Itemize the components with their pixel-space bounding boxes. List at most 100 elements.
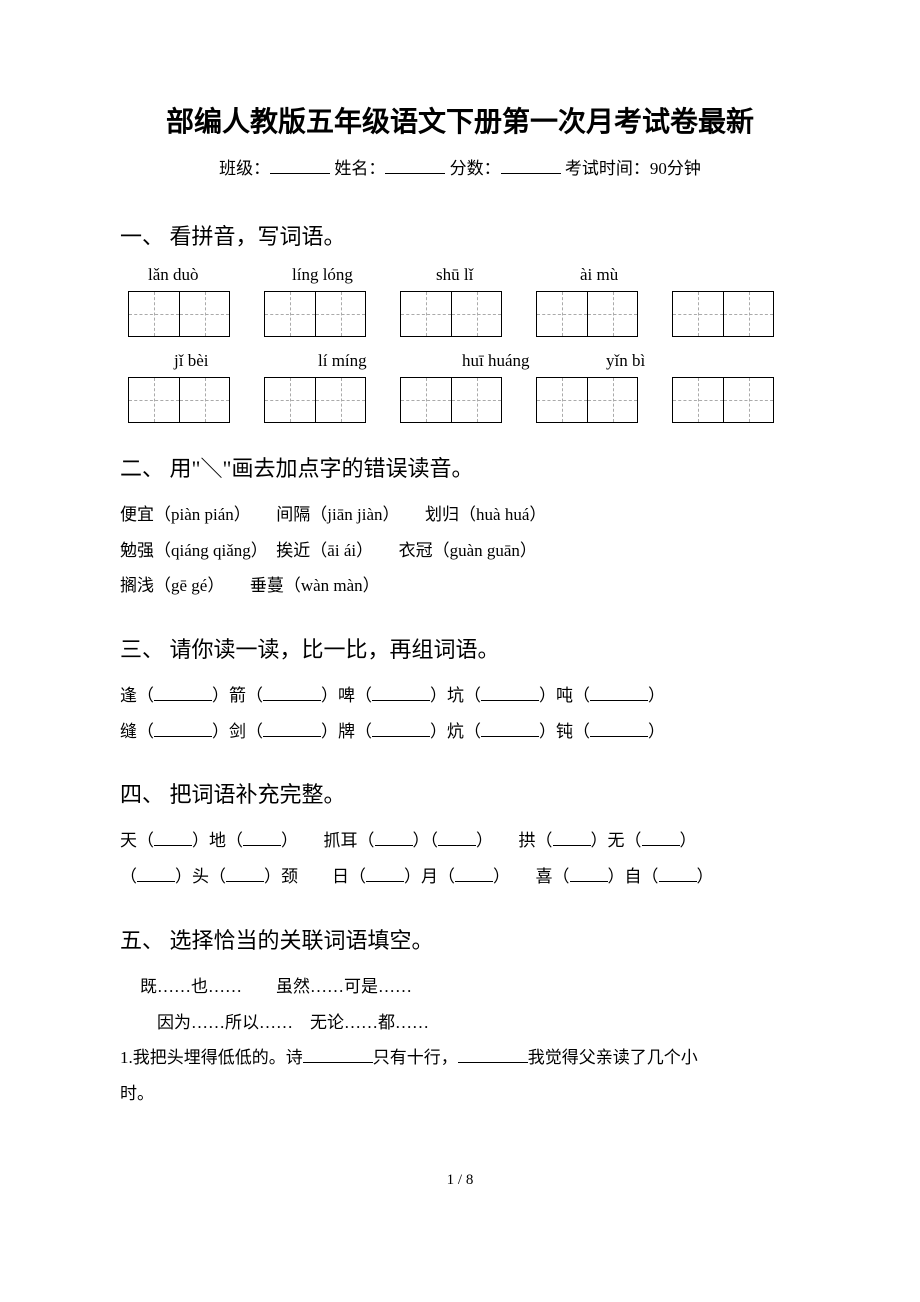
fill-blank <box>303 1046 373 1063</box>
boxes-row-1 <box>128 291 800 337</box>
s4-text: 抓耳（ <box>324 831 375 850</box>
s4-text: 喜（ <box>536 867 570 886</box>
word-box <box>672 291 774 337</box>
fill-blank <box>553 829 591 846</box>
class-label: 班级： <box>219 159 270 178</box>
s4-text: ） <box>680 831 697 850</box>
fill-blank <box>154 829 192 846</box>
section-5-options: 既……也…… 虽然……可是…… 因为……所以…… 无论……都…… <box>140 969 800 1040</box>
fill-blank <box>154 720 212 737</box>
word-box <box>264 377 366 423</box>
word-box <box>536 377 638 423</box>
word-box <box>672 377 774 423</box>
s5-opt: 无论……都…… <box>310 1013 429 1032</box>
s3-text: ）坑（ <box>430 686 481 705</box>
fill-blank <box>263 720 321 737</box>
score-blank <box>501 157 561 174</box>
page-title: 部编人教版五年级语文下册第一次月考试卷最新 <box>120 100 800 140</box>
s5-q1-text: 我觉得父亲读了几个小 <box>528 1048 698 1067</box>
boxes-row-2 <box>128 377 800 423</box>
fill-blank <box>154 684 212 701</box>
fill-blank <box>570 865 608 882</box>
s4-text: 日（ <box>332 867 366 886</box>
fill-blank <box>438 829 476 846</box>
pinyin: lǎn duò <box>148 265 258 285</box>
s2-item: 便宜（piàn pián） <box>120 505 242 524</box>
fill-blank <box>458 1046 528 1063</box>
word-box <box>400 291 502 337</box>
section-5-q1: 1.我把头埋得低低的。诗 只有十行， 我觉得父亲读了几个小 时。 <box>120 1040 800 1111</box>
section-2-body: 便宜（piàn pián） 间隔（jiān jiàn） 划归（huà huá） … <box>120 497 800 604</box>
s2-item: 搁浅（gē gé） <box>120 576 216 595</box>
fill-blank <box>642 829 680 846</box>
s5-q1-text: 1.我把头埋得低低的。诗 <box>120 1048 303 1067</box>
s5-q1-text: 只有十行， <box>373 1048 458 1067</box>
word-box <box>128 377 230 423</box>
fill-blank <box>137 865 175 882</box>
fill-blank <box>375 829 413 846</box>
s4-text: ）无（ <box>591 831 642 850</box>
word-box <box>128 291 230 337</box>
pinyin: lí míng <box>318 351 428 371</box>
s3-text: ）吨（ <box>539 686 590 705</box>
s5-opt: 虽然……可是…… <box>276 977 412 996</box>
pinyin: jǐ bèi <box>174 351 284 371</box>
fill-blank <box>659 865 697 882</box>
fill-blank <box>455 865 493 882</box>
s3-text: ） <box>648 686 665 705</box>
s4-text: 天（ <box>120 831 154 850</box>
s2-item: 勉强（qiáng qiǎng） <box>120 541 259 560</box>
fill-blank <box>481 684 539 701</box>
fill-blank <box>481 720 539 737</box>
page-number: 1 / 8 <box>120 1172 800 1189</box>
word-box <box>400 377 502 423</box>
s5-opt: 因为……所以…… <box>157 1013 293 1032</box>
section-4-body: 天（）地（） 抓耳（）（） 拱（）无（） （）头（）颈 日（）月（） 喜（）自（… <box>120 823 800 894</box>
fill-blank <box>243 829 281 846</box>
pinyin: shū lǐ <box>436 265 546 285</box>
s5-q1-text: 时。 <box>120 1084 154 1103</box>
fill-blank <box>590 720 648 737</box>
header-info: 班级： 姓名： 分数： 考试时间：90分钟 <box>120 154 800 179</box>
s3-text: ） <box>648 722 665 741</box>
s3-text: ）剑（ <box>212 722 263 741</box>
section-3-body: 逢（）箭（）啤（）坑（）吨（） 缝（）剑（）牌（）炕（）钝（） <box>120 678 800 749</box>
s4-text: 拱（ <box>519 831 553 850</box>
word-box <box>264 291 366 337</box>
section-2-title: 二、 用"＼"画去加点字的错误读音。 <box>120 451 800 483</box>
section-5-title: 五、 选择恰当的关联词语填空。 <box>120 923 800 955</box>
pinyin: yǐn bì <box>606 351 716 371</box>
pinyin: líng lóng <box>292 265 402 285</box>
s5-opt: 既……也…… <box>140 977 242 996</box>
class-blank <box>270 157 330 174</box>
score-label: 分数： <box>450 159 501 178</box>
s4-text: ）月（ <box>404 867 455 886</box>
s2-item: 衣冠（guàn guān） <box>399 541 537 560</box>
section-3-title: 三、 请你读一读，比一比，再组词语。 <box>120 632 800 664</box>
fill-blank <box>263 684 321 701</box>
section-4-title: 四、 把词语补充完整。 <box>120 777 800 809</box>
s4-text: ）（ <box>413 831 439 850</box>
s2-item: 垂蔓（wàn màn） <box>250 576 380 595</box>
s4-text: ）头（ <box>175 867 226 886</box>
pinyin: huī huáng <box>462 351 572 371</box>
fill-blank <box>366 865 404 882</box>
section-1-title: 一、 看拼音，写词语。 <box>120 219 800 251</box>
s3-text: 逢（ <box>120 686 154 705</box>
s4-text: （ <box>120 867 137 886</box>
s2-item: 挨近（āi ái） <box>276 541 364 560</box>
time-label: 考试时间：90分钟 <box>565 159 701 178</box>
s4-text: ） <box>493 867 502 886</box>
s4-text: ）自（ <box>608 867 659 886</box>
s3-text: 缝（ <box>120 722 154 741</box>
pinyin-row-1: lǎn duò líng lóng shū lǐ ài mù <box>148 265 800 285</box>
s2-item: 间隔（jiān jiàn） <box>276 505 391 524</box>
pinyin: ài mù <box>580 265 690 285</box>
s3-text: ）箭（ <box>212 686 263 705</box>
fill-blank <box>226 865 264 882</box>
s4-text: ）地（ <box>192 831 243 850</box>
s3-text: ）钝（ <box>539 722 590 741</box>
s3-text: ）牌（ <box>321 722 372 741</box>
s4-text: ） <box>281 831 290 850</box>
name-label: 姓名： <box>334 159 385 178</box>
